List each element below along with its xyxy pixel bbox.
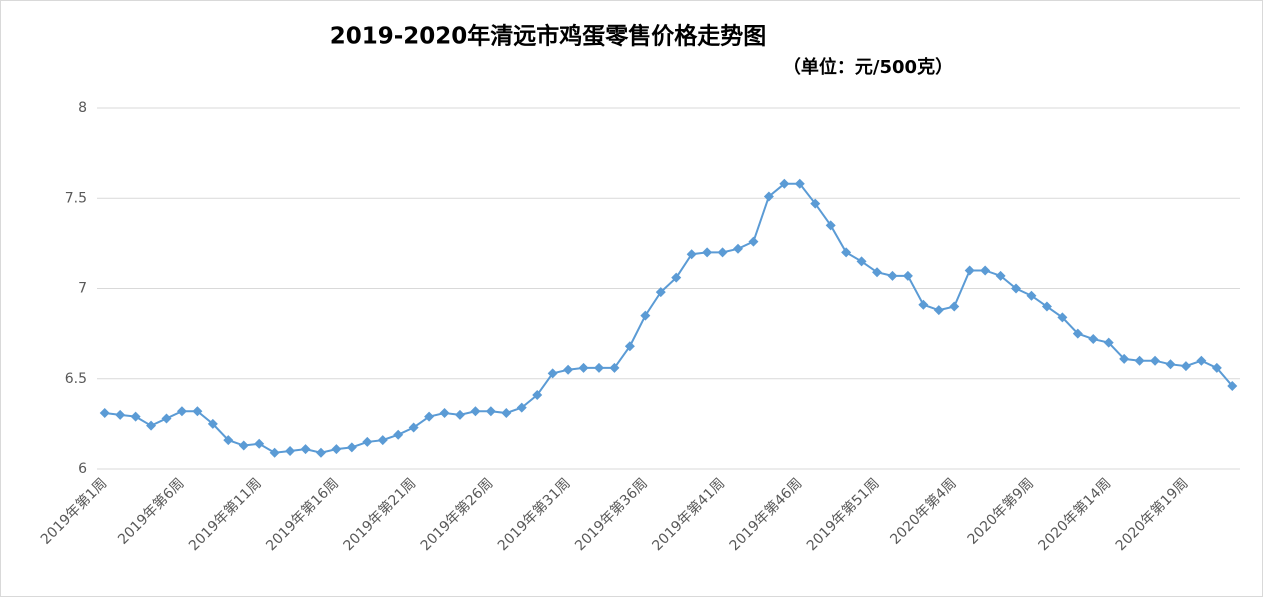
data-point xyxy=(408,422,419,433)
data-point xyxy=(1150,355,1161,366)
data-point xyxy=(763,191,774,202)
data-point xyxy=(671,272,682,283)
data-point xyxy=(1041,301,1052,312)
data-point xyxy=(439,408,450,419)
data-point xyxy=(1011,283,1022,294)
y-tick-label: 8 xyxy=(78,100,87,116)
data-point xyxy=(609,362,620,373)
data-point xyxy=(1088,334,1099,345)
data-point xyxy=(578,362,589,373)
data-point xyxy=(825,220,836,231)
data-point xyxy=(377,435,388,446)
data-point xyxy=(238,440,249,451)
data-point xyxy=(315,447,326,458)
data-point xyxy=(717,247,728,258)
data-point xyxy=(176,406,187,417)
data-point xyxy=(161,413,172,424)
data-point xyxy=(733,243,744,254)
data-point xyxy=(841,247,852,258)
chart-title: 2019-2020年清远市鸡蛋零售价格走势图 xyxy=(330,23,767,50)
data-point xyxy=(532,389,543,400)
data-point xyxy=(362,436,373,447)
data-point xyxy=(949,301,960,312)
data-point xyxy=(1180,361,1191,372)
data-point xyxy=(1227,380,1238,391)
data-point xyxy=(223,435,234,446)
data-point xyxy=(933,305,944,316)
data-point xyxy=(655,287,666,298)
data-point xyxy=(470,406,481,417)
data-point xyxy=(1211,362,1222,373)
data-point xyxy=(393,429,404,440)
data-point xyxy=(702,247,713,258)
data-point xyxy=(872,267,883,278)
data-point xyxy=(269,447,280,458)
data-point xyxy=(424,411,435,422)
data-point xyxy=(748,236,759,247)
data-point xyxy=(454,409,465,420)
data-point xyxy=(1196,355,1207,366)
data-point xyxy=(207,418,218,429)
data-point xyxy=(99,408,110,419)
data-point xyxy=(995,270,1006,281)
data-point xyxy=(902,270,913,281)
data-point xyxy=(331,444,342,455)
data-point xyxy=(254,438,265,449)
data-point xyxy=(624,341,635,352)
data-point xyxy=(485,406,496,417)
data-point xyxy=(1119,353,1130,364)
y-tick-label: 7.5 xyxy=(65,190,87,206)
data-point xyxy=(980,265,991,276)
data-point xyxy=(794,178,805,189)
data-point xyxy=(1057,312,1068,323)
data-point xyxy=(1072,328,1083,339)
data-point xyxy=(856,256,867,267)
data-point xyxy=(1026,290,1037,301)
data-point xyxy=(593,362,604,373)
data-point xyxy=(686,249,697,260)
data-point xyxy=(115,409,126,420)
data-point xyxy=(918,299,929,310)
data-point xyxy=(1134,355,1145,366)
data-point xyxy=(130,411,141,422)
data-point xyxy=(887,270,898,281)
data-point xyxy=(192,406,203,417)
data-point xyxy=(1103,337,1114,348)
data-point xyxy=(516,402,527,413)
data-point xyxy=(300,444,311,455)
data-point xyxy=(346,442,357,453)
y-tick-label: 7 xyxy=(78,281,87,297)
chart-subtitle: （单位：元/500克） xyxy=(783,56,953,78)
y-tick-label: 6 xyxy=(78,461,87,477)
data-point xyxy=(810,198,821,209)
data-point xyxy=(285,445,296,456)
data-point xyxy=(547,368,558,379)
data-point xyxy=(563,364,574,375)
data-point xyxy=(1165,359,1176,370)
data-point xyxy=(640,310,651,321)
y-tick-label: 6.5 xyxy=(65,371,87,387)
data-point xyxy=(779,178,790,189)
data-point xyxy=(964,265,975,276)
data-point xyxy=(501,408,512,419)
data-point xyxy=(146,420,157,431)
